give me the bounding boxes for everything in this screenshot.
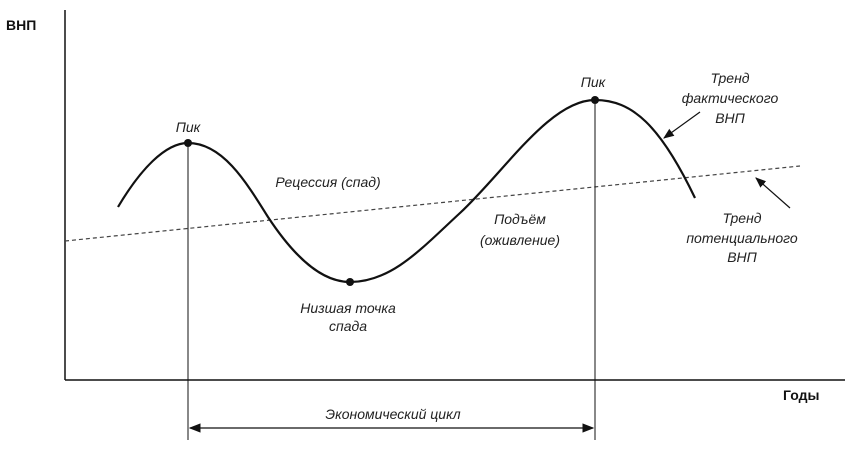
actual-trend-label-line2: фактического bbox=[682, 90, 779, 106]
potential-trend-label-line2: потенциального bbox=[686, 230, 798, 246]
peak-left-label: Пик bbox=[176, 119, 202, 135]
potential-trend-pointer bbox=[755, 177, 791, 209]
actual-trend-label-line3: ВНП bbox=[715, 110, 745, 126]
economic-cycle-label: Экономический цикл bbox=[325, 406, 460, 422]
potential-trend-label-line3: ВНП bbox=[727, 249, 757, 265]
peak-left-point bbox=[184, 139, 192, 147]
trough-point bbox=[346, 278, 354, 286]
actual-trend-label-line1: Тренд bbox=[710, 70, 749, 86]
x-axis-label: Годы bbox=[783, 387, 819, 403]
trough-label-line2: спада bbox=[329, 318, 367, 334]
recovery-label-line2: (оживление) bbox=[480, 232, 560, 248]
actual-gnp-curve bbox=[117, 98, 696, 284]
actual-trend-pointer bbox=[663, 111, 701, 139]
recovery-label-line1: Подъём bbox=[494, 211, 546, 227]
y-axis-label: ВНП bbox=[6, 17, 36, 33]
recession-label: Рецессия (спад) bbox=[275, 174, 380, 190]
peak-right-point bbox=[591, 96, 599, 104]
peak-right-label: Пик bbox=[581, 74, 607, 90]
potential-trend-label-line1: Тренд bbox=[722, 210, 761, 226]
trough-label-line1: Низшая точка bbox=[300, 300, 396, 316]
